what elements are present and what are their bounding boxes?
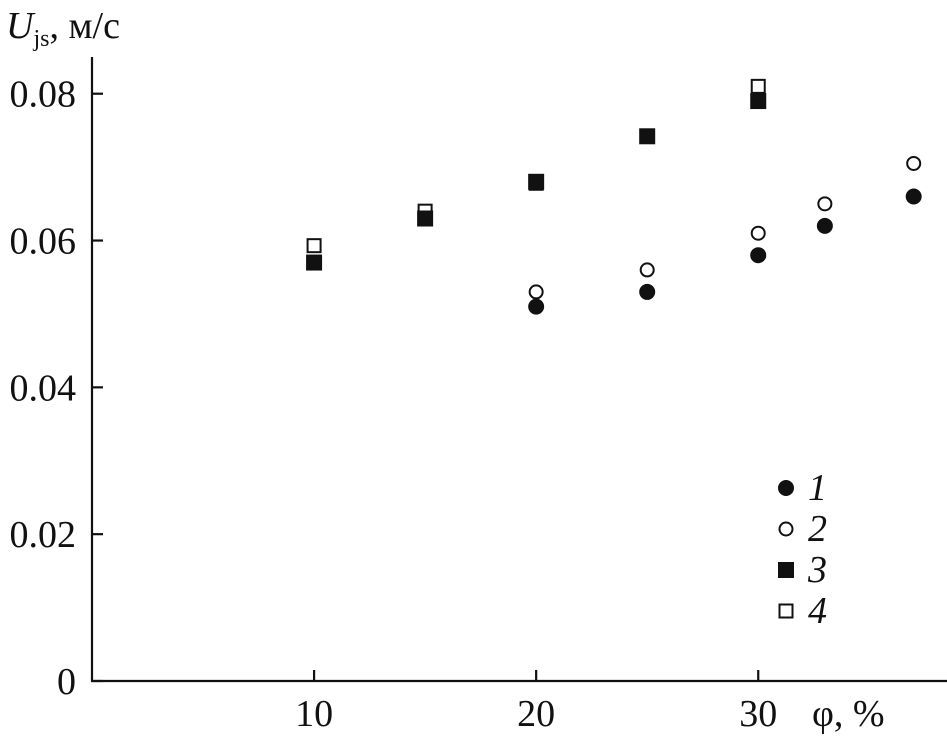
y-tick-label: 0 — [57, 661, 76, 703]
legend-marker-3 — [778, 562, 794, 578]
y-tick-label: 0.08 — [10, 74, 77, 116]
series-2-point — [528, 284, 544, 300]
y-axis-subscript: js — [32, 26, 49, 52]
series-2-point — [639, 262, 655, 278]
y-ticks: 0 0.02 0.04 0.06 0.08 — [10, 74, 103, 703]
x-tick-label: 30 — [739, 693, 777, 735]
legend-marker-4 — [778, 603, 794, 619]
y-tick-label: 0.02 — [10, 514, 77, 556]
series-1-point — [639, 283, 656, 300]
x-axis-title: φ, % — [812, 693, 885, 735]
y-tick-label: 0.06 — [10, 221, 77, 263]
legend-marker-1 — [778, 480, 794, 496]
series-3-point — [750, 93, 767, 110]
series-4-point — [750, 78, 766, 94]
series-1-point — [816, 217, 833, 234]
y-axis-title: Ujs, м/с — [6, 5, 120, 52]
legend-label-3: 3 — [807, 549, 827, 591]
series-3-point — [417, 210, 434, 227]
series-2-point — [906, 155, 922, 171]
legend-label-1: 1 — [808, 467, 827, 509]
series-3-point — [306, 254, 323, 271]
legend-label-2: 2 — [808, 508, 827, 550]
series-4-point — [306, 238, 322, 254]
x-tick-label: 20 — [517, 693, 555, 735]
x-ticks: 10 20 30 — [295, 670, 777, 735]
legend-label-4: 4 — [808, 590, 827, 632]
series-1-point — [905, 188, 922, 205]
y-tick-label: 0.04 — [10, 367, 77, 409]
legend-marker-2 — [778, 521, 794, 537]
y-axis-symbol: U — [6, 5, 36, 47]
data-points — [306, 78, 922, 315]
x-tick-label: 10 — [295, 693, 333, 735]
series-2-point — [817, 196, 833, 212]
y-axis-unit: , м/с — [49, 5, 119, 47]
series-1-point — [750, 247, 767, 264]
series-3-point — [528, 173, 545, 190]
series-2-point — [750, 225, 766, 241]
series-3-point — [639, 128, 656, 145]
series-1-point — [528, 298, 545, 315]
